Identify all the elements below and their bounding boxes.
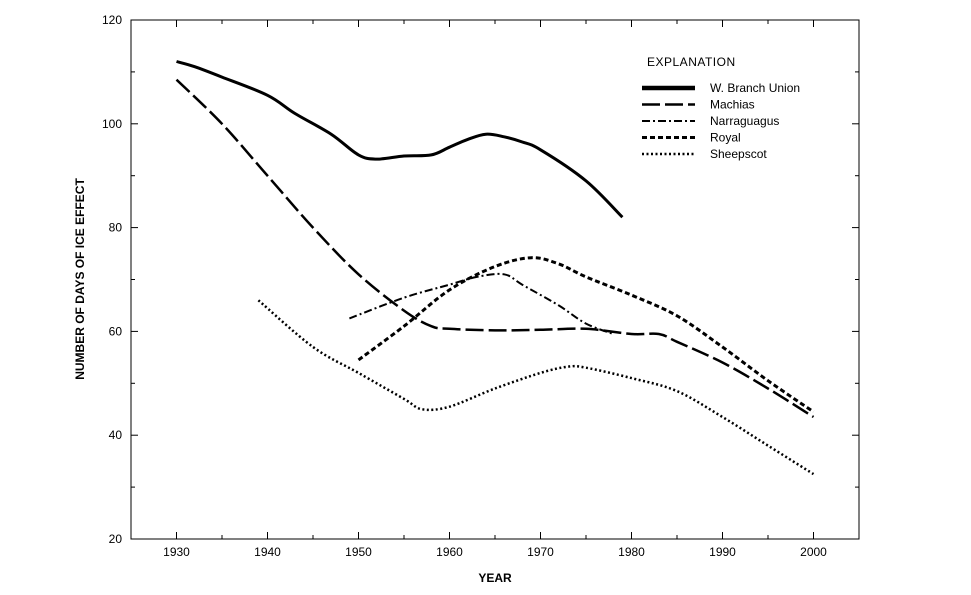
series-line-w-branch-union [176, 60, 624, 219]
series-line-machias [175, 78, 815, 419]
y-axis-title: NUMBER OF DAYS OF ICE EFFECT [73, 178, 87, 380]
legend-label-machias: Machias [710, 98, 755, 112]
x-tick-label: 1990 [709, 545, 736, 559]
y-tick-label: 60 [109, 324, 123, 338]
legend-title: EXPLANATION [647, 55, 736, 69]
x-tick-label: 1960 [436, 545, 463, 559]
x-tick-label: 1980 [618, 545, 645, 559]
series-layer [175, 60, 815, 476]
y-tick-label: 20 [109, 532, 123, 546]
y-tick-label: 100 [102, 117, 122, 131]
legend-label-w-branch-union: W. Branch Union [710, 81, 800, 95]
legend: EXPLANATION W. Branch Union Machias Narrag… [642, 55, 800, 161]
y-tick-label: 40 [109, 428, 123, 442]
y-tick-label: 120 [102, 13, 122, 27]
x-tick-label: 1950 [345, 545, 372, 559]
legend-label-sheepscot: Sheepscot [710, 147, 767, 161]
x-tick-label: 1930 [163, 545, 190, 559]
x-tick-label: 1970 [527, 545, 554, 559]
series-line-narraguagus [349, 272, 614, 335]
x-tick-label: 1940 [254, 545, 281, 559]
legend-label-royal: Royal [710, 131, 741, 145]
y-tick-label: 80 [109, 221, 123, 235]
legend-label-narraguagus: Narraguagus [710, 114, 779, 128]
series-line-sheepscot [257, 299, 815, 476]
x-tick-label: 2000 [800, 545, 827, 559]
x-axis-title: YEAR [478, 571, 512, 585]
ticks: 1930 1940 1950 1960 1970 1980 1990 2000 20 40 60 80… [102, 13, 859, 559]
series-line-royal [357, 256, 815, 414]
